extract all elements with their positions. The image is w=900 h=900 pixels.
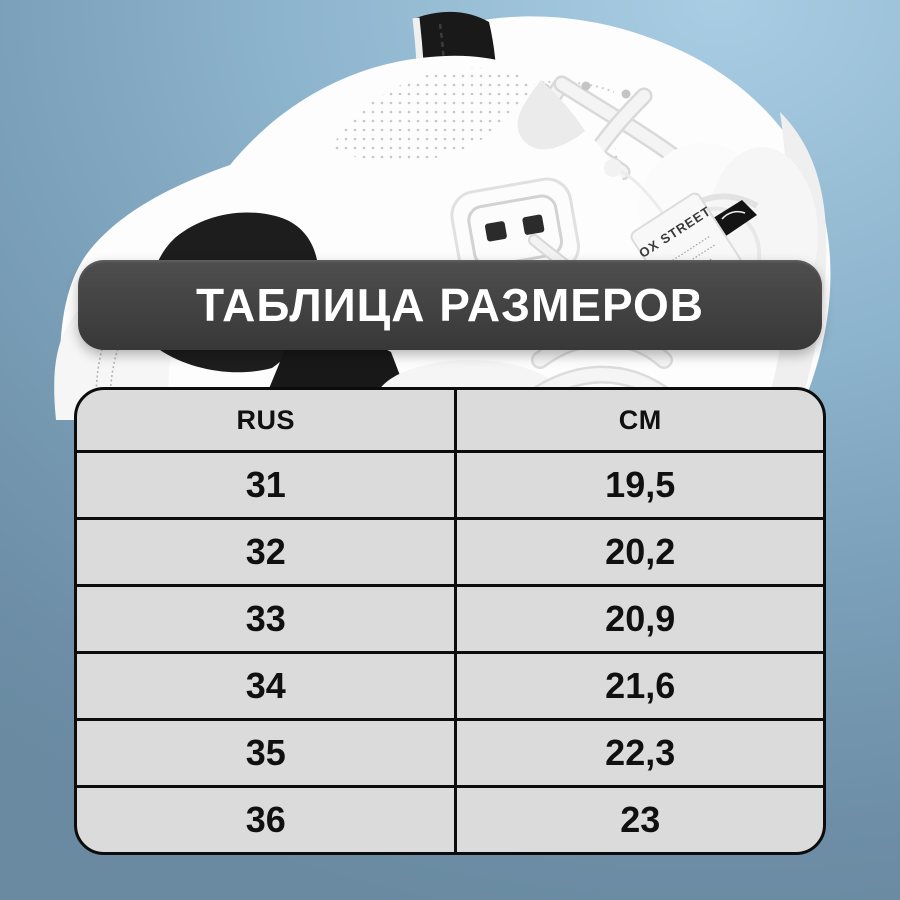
cell-rus-size: 33 <box>77 587 458 651</box>
size-table-row: 33 20,9 <box>77 584 823 651</box>
cell-rus-size: 35 <box>77 721 458 785</box>
column-header-rus: RUS <box>77 390 458 450</box>
size-table-row: 36 23 <box>77 785 823 852</box>
size-table-row: 32 20,2 <box>77 517 823 584</box>
cell-cm-length: 19,5 <box>605 464 676 505</box>
cell-rus-size: 34 <box>77 654 458 718</box>
size-table-header-row: RUS CM <box>77 390 823 450</box>
cell-cm-length: 20,9 <box>605 598 676 639</box>
cell-cm-length: 23 <box>620 799 661 840</box>
cell-rus-size: 32 <box>77 520 458 584</box>
size-table-row: 34 21,6 <box>77 651 823 718</box>
size-table-row: 35 22,3 <box>77 718 823 785</box>
size-table-row: 31 19,5 <box>77 450 823 517</box>
left-sneaker-perforations <box>330 67 535 162</box>
sneakers-photo: OX STREET <box>54 11 831 420</box>
left-sneaker-midsole-print <box>95 295 139 405</box>
cell-rus-size: 31 <box>77 453 458 517</box>
cell-rus-size: 36 <box>77 788 458 852</box>
fragment-collar-tag <box>710 200 757 238</box>
banner-title: ТАБЛИЦА РАЗМЕРОВ <box>195 279 705 331</box>
column-header-cm: CM <box>618 404 662 435</box>
cell-cm-length: 20,2 <box>605 531 676 572</box>
left-sneaker-collar-notch <box>517 80 585 150</box>
size-table-banner: ТАБЛИЦА РАЗМЕРОВ <box>78 260 822 350</box>
cell-cm-length: 22,3 <box>605 732 676 773</box>
cell-cm-length: 21,6 <box>605 665 676 706</box>
size-table: RUS CM 31 19,5 32 20,2 33 20,9 <box>74 387 826 855</box>
